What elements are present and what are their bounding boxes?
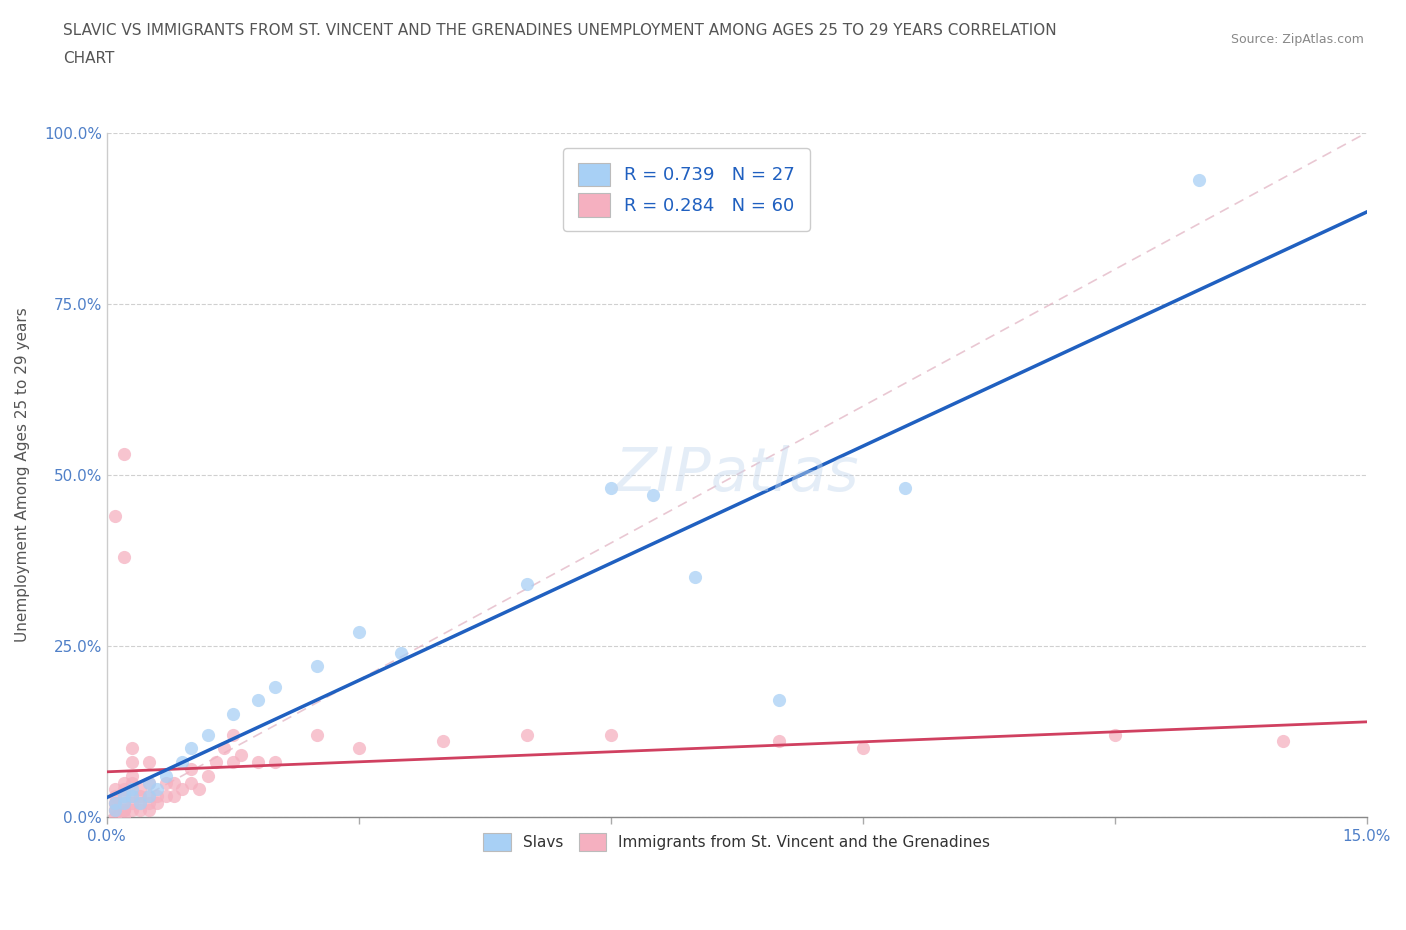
Point bbox=[222, 727, 245, 742]
Point bbox=[138, 754, 160, 769]
Point bbox=[214, 741, 236, 756]
Point bbox=[263, 754, 285, 769]
Point bbox=[347, 625, 370, 640]
Point bbox=[112, 803, 135, 817]
Point bbox=[112, 775, 135, 790]
Point bbox=[205, 754, 228, 769]
Point bbox=[305, 658, 328, 673]
Point bbox=[104, 803, 127, 817]
Point bbox=[894, 481, 917, 496]
Point bbox=[112, 550, 135, 565]
Point bbox=[112, 446, 135, 461]
Point bbox=[104, 809, 127, 824]
Point bbox=[172, 754, 194, 769]
Point bbox=[432, 734, 454, 749]
Point bbox=[683, 570, 706, 585]
Point bbox=[112, 789, 135, 804]
Point bbox=[389, 645, 412, 660]
Point bbox=[768, 693, 790, 708]
Point bbox=[768, 734, 790, 749]
Point bbox=[138, 789, 160, 804]
Point bbox=[129, 803, 152, 817]
Point bbox=[155, 768, 177, 783]
Point bbox=[1188, 173, 1211, 188]
Text: ZIPatlas: ZIPatlas bbox=[614, 445, 859, 504]
Point bbox=[104, 803, 127, 817]
Point bbox=[129, 795, 152, 810]
Point bbox=[104, 795, 127, 810]
Point bbox=[112, 803, 135, 817]
Legend: Slavs, Immigrants from St. Vincent and the Grenadines: Slavs, Immigrants from St. Vincent and t… bbox=[477, 827, 997, 857]
Point bbox=[197, 727, 219, 742]
Point bbox=[104, 782, 127, 797]
Point bbox=[146, 782, 169, 797]
Text: Source: ZipAtlas.com: Source: ZipAtlas.com bbox=[1230, 33, 1364, 46]
Point bbox=[197, 768, 219, 783]
Point bbox=[112, 809, 135, 824]
Point bbox=[104, 803, 127, 817]
Point bbox=[246, 754, 269, 769]
Point bbox=[155, 775, 177, 790]
Point bbox=[138, 775, 160, 790]
Point bbox=[112, 795, 135, 810]
Point bbox=[163, 789, 186, 804]
Point bbox=[129, 795, 152, 810]
Point bbox=[121, 741, 143, 756]
Point bbox=[121, 803, 143, 817]
Point bbox=[121, 775, 143, 790]
Point bbox=[155, 789, 177, 804]
Point bbox=[138, 789, 160, 804]
Point bbox=[263, 679, 285, 694]
Point bbox=[129, 789, 152, 804]
Point bbox=[112, 782, 135, 797]
Point bbox=[180, 762, 202, 777]
Point bbox=[146, 789, 169, 804]
Point bbox=[188, 782, 211, 797]
Point bbox=[305, 727, 328, 742]
Point bbox=[163, 775, 186, 790]
Y-axis label: Unemployment Among Ages 25 to 29 years: Unemployment Among Ages 25 to 29 years bbox=[15, 307, 30, 642]
Point bbox=[121, 754, 143, 769]
Text: SLAVIC VS IMMIGRANTS FROM ST. VINCENT AND THE GRENADINES UNEMPLOYMENT AMONG AGES: SLAVIC VS IMMIGRANTS FROM ST. VINCENT AN… bbox=[63, 23, 1057, 38]
Point bbox=[1271, 734, 1294, 749]
Point bbox=[112, 789, 135, 804]
Point bbox=[347, 741, 370, 756]
Point bbox=[599, 481, 621, 496]
Point bbox=[121, 768, 143, 783]
Point bbox=[516, 577, 538, 591]
Point bbox=[104, 795, 127, 810]
Point bbox=[222, 707, 245, 722]
Point bbox=[599, 727, 621, 742]
Point bbox=[138, 795, 160, 810]
Point bbox=[172, 782, 194, 797]
Point bbox=[104, 795, 127, 810]
Text: CHART: CHART bbox=[63, 51, 115, 66]
Point bbox=[180, 775, 202, 790]
Point bbox=[121, 789, 143, 804]
Point bbox=[1104, 727, 1126, 742]
Point bbox=[104, 789, 127, 804]
Point bbox=[516, 727, 538, 742]
Point bbox=[146, 795, 169, 810]
Point bbox=[246, 693, 269, 708]
Point bbox=[641, 487, 664, 502]
Point bbox=[121, 795, 143, 810]
Point bbox=[231, 748, 253, 763]
Point bbox=[104, 509, 127, 524]
Point bbox=[129, 782, 152, 797]
Point bbox=[138, 775, 160, 790]
Point bbox=[121, 789, 143, 804]
Point bbox=[112, 795, 135, 810]
Point bbox=[121, 782, 143, 797]
Point bbox=[180, 741, 202, 756]
Point bbox=[222, 754, 245, 769]
Point bbox=[138, 803, 160, 817]
Point bbox=[852, 741, 875, 756]
